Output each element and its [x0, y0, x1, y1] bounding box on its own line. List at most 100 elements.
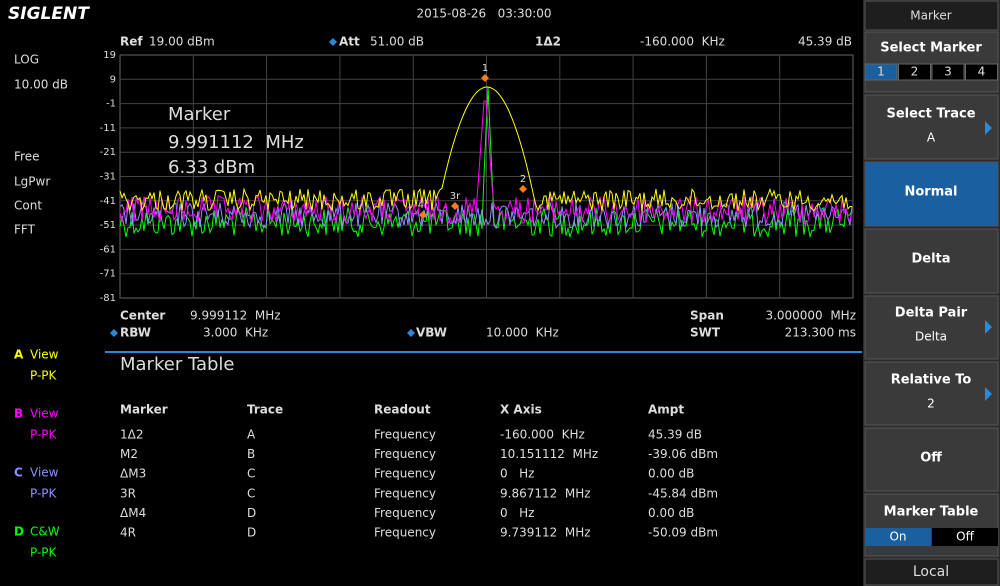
- menu-label: Local: [913, 564, 949, 580]
- table-cell: 1Δ2: [120, 428, 143, 442]
- menu-button[interactable]: [864, 558, 999, 586]
- marker-box-ampl: 6.33 dBm: [168, 157, 255, 178]
- trace: [119, 86, 852, 213]
- marker-tab-label: 1: [877, 65, 885, 79]
- y-label: -1: [106, 99, 116, 110]
- trace: [119, 100, 853, 225]
- marker-tab-label: 4: [978, 65, 986, 79]
- menu-value: Delta: [915, 330, 947, 344]
- marker-diamond: [519, 185, 527, 193]
- trace-letter: D: [14, 525, 24, 539]
- marker-tab[interactable]: [898, 63, 931, 81]
- setting: LgPwr: [14, 175, 50, 189]
- toggle-on[interactable]: [865, 528, 931, 546]
- setting: Cont: [14, 199, 42, 213]
- y-label: 19: [103, 50, 116, 61]
- menu-arrow: [985, 320, 992, 334]
- trace: [119, 200, 853, 229]
- table-cell: 10.151112 MHz: [500, 447, 598, 461]
- swt: 213.300 ms: [785, 326, 856, 340]
- icon: [407, 329, 415, 337]
- menu-label: Delta Pair: [895, 306, 968, 321]
- menu-button[interactable]: [864, 427, 999, 492]
- table-cell: Frequency: [374, 447, 436, 461]
- marker-x: -160.000 KHz: [640, 35, 725, 49]
- menu-button[interactable]: [864, 0, 999, 31]
- ref: 19.00 dBm: [149, 35, 215, 49]
- marker-box-freq: 9.991112 MHz: [168, 132, 304, 153]
- vbw: 10.000 KHz: [486, 326, 559, 340]
- scale-div: 10.00 dB: [14, 78, 68, 92]
- marker-diamond: [481, 74, 489, 82]
- span-label: Span: [690, 309, 724, 323]
- table-cell: D: [247, 526, 256, 540]
- table-cell: 0.00 dB: [648, 506, 694, 520]
- menu-label: Delta: [911, 252, 950, 267]
- menu-button[interactable]: [864, 295, 999, 360]
- menu-button[interactable]: [864, 361, 999, 426]
- menu-button[interactable]: [864, 31, 999, 93]
- toggle-label: On: [889, 530, 906, 544]
- table-cell: ΔM4: [120, 506, 146, 520]
- table-cell: 0 Hz: [500, 506, 534, 520]
- table-cell: 3R: [120, 486, 136, 500]
- icon: [110, 329, 118, 337]
- table-cell: 9.739112 MHz: [500, 526, 591, 540]
- menu-button[interactable]: [864, 161, 999, 227]
- table-cell: 0.00 dB: [648, 467, 694, 481]
- marker-tab[interactable]: [965, 63, 998, 81]
- span: 3.000000 MHz: [765, 309, 856, 323]
- marker-tab[interactable]: [931, 63, 965, 81]
- menu-button[interactable]: [864, 228, 999, 294]
- datetime: 2015-08-26 03:30:00: [416, 7, 551, 21]
- trace-detector: P-PK: [30, 369, 58, 383]
- marker-id: 1Δ2: [535, 35, 561, 49]
- menu-label: Select Trace: [886, 107, 975, 122]
- menu-button[interactable]: [864, 94, 999, 160]
- toggle-off[interactable]: [932, 528, 998, 546]
- menu-label: Select Marker: [880, 41, 982, 56]
- marker-label: 4r: [418, 200, 429, 211]
- y-label: -31: [100, 172, 116, 183]
- table-cell: -45.84 dBm: [648, 486, 718, 500]
- table-header: Readout: [374, 403, 431, 417]
- center: 9.999112 MHz: [190, 309, 281, 323]
- marker-tab[interactable]: [864, 63, 898, 81]
- y-label: -11: [100, 123, 116, 134]
- table-header: Ampt: [648, 403, 684, 417]
- y-label: -81: [100, 293, 116, 304]
- table-cell: 9.867112 MHz: [500, 486, 591, 500]
- marker-label: 2: [520, 174, 526, 185]
- y-label: 9: [110, 74, 116, 85]
- trace-letter: A: [14, 348, 24, 362]
- y-label: -21: [100, 147, 116, 158]
- menu-label: Marker Table: [884, 505, 979, 520]
- table-title: Marker Table: [120, 354, 235, 375]
- table-cell: C: [247, 467, 255, 481]
- menu-button[interactable]: [864, 493, 999, 557]
- table-cell: -50.09 dBm: [648, 526, 718, 540]
- table-cell: A: [247, 428, 256, 442]
- y-label: -41: [100, 196, 116, 207]
- table-cell: -160.000 KHz: [500, 428, 585, 442]
- ref-label: Ref: [120, 35, 143, 49]
- swt-label: SWT: [690, 326, 721, 340]
- att: 51.00 dB: [370, 35, 424, 49]
- toggle-label: Off: [956, 530, 974, 544]
- y-label: -71: [100, 269, 116, 280]
- table-header: X Axis: [500, 403, 542, 417]
- table-cell: Frequency: [374, 467, 436, 481]
- icon: [329, 38, 337, 46]
- marker-label: 3r: [450, 191, 461, 202]
- table-cell: M2: [120, 447, 138, 461]
- table-cell: B: [247, 447, 255, 461]
- setting: FFT: [14, 223, 36, 237]
- menu-value: 2: [927, 397, 935, 411]
- table-cell: D: [247, 506, 256, 520]
- menu-label: Normal: [905, 185, 958, 200]
- marker-label: 1: [482, 63, 488, 74]
- marker-diamond: [451, 202, 459, 210]
- menu-label: Off: [920, 451, 942, 466]
